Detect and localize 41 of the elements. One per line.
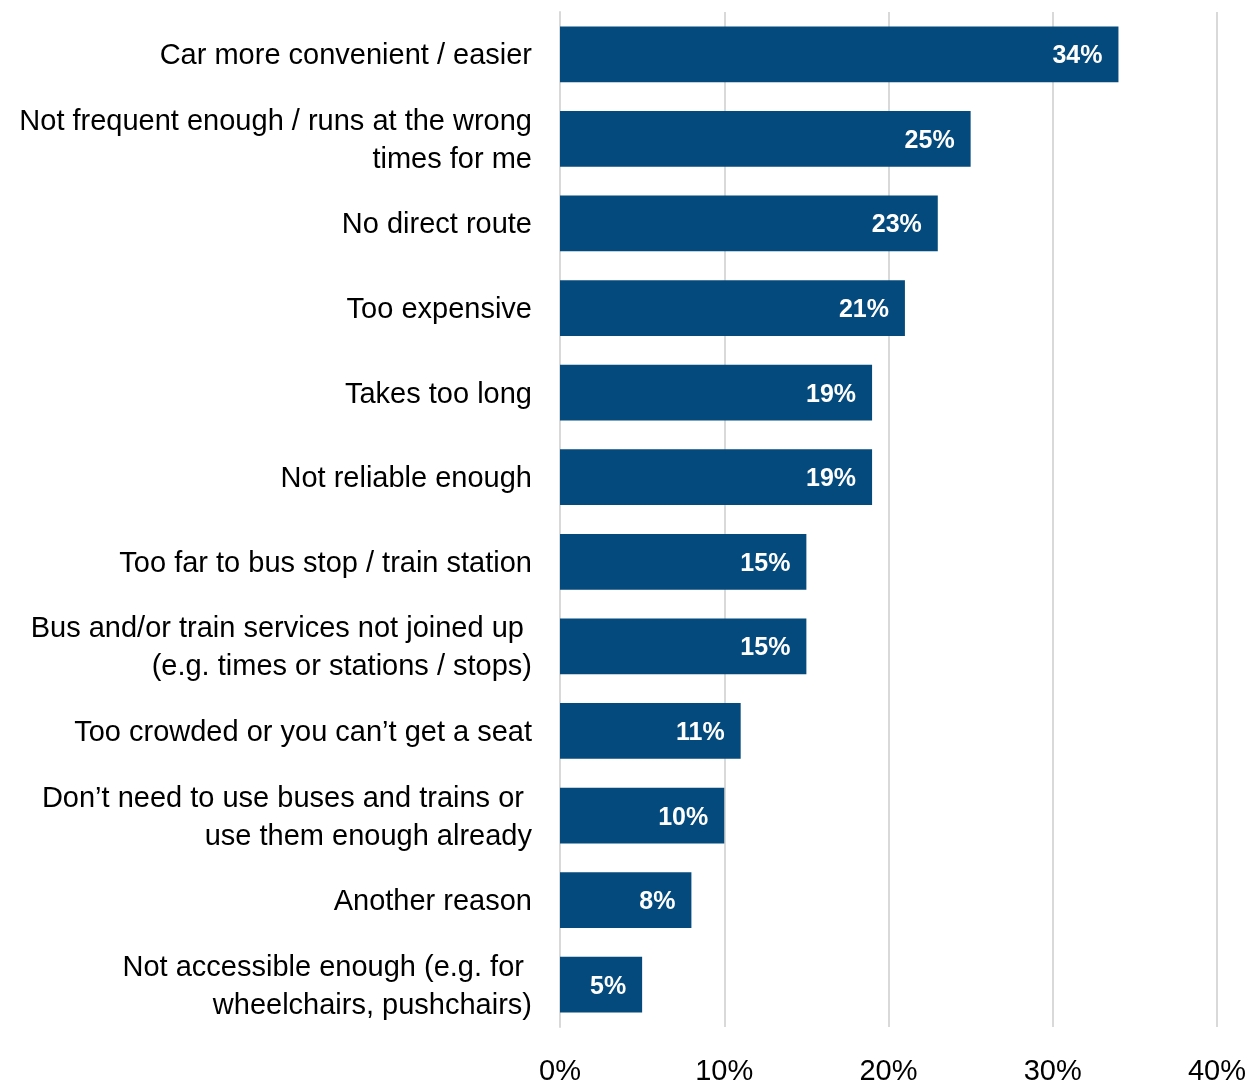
x-tick-label: 10% bbox=[695, 1053, 754, 1084]
y-tick-label: Car more convenient / easier bbox=[159, 38, 533, 71]
y-tick-label: Not accessible enough (e.g. for wheelchairs, pushchairs) bbox=[122, 949, 532, 1020]
text: 25% bbox=[904, 124, 955, 153]
text: 15% bbox=[740, 547, 791, 576]
bar bbox=[560, 280, 905, 336]
y-tick-label: Too expensive bbox=[346, 292, 532, 325]
y-tick-label: Too crowded or you can’t get a seat bbox=[74, 714, 532, 747]
text: 19% bbox=[806, 463, 857, 492]
bar bbox=[560, 110, 971, 167]
text: 5% bbox=[589, 970, 627, 999]
y-tick-label: Too far to bus stop / train station bbox=[119, 545, 532, 578]
bar bbox=[560, 195, 938, 252]
bar bbox=[560, 26, 1119, 83]
y-tick-label: Takes too long bbox=[344, 376, 532, 409]
bar bbox=[560, 872, 692, 929]
text: 15% bbox=[740, 632, 791, 661]
x-tick-label: 30% bbox=[1023, 1053, 1082, 1084]
bar bbox=[560, 618, 807, 675]
text: 11% bbox=[676, 716, 725, 745]
y-tick-label: Don’t need to use buses and trains or use them enough already bbox=[41, 780, 533, 851]
bar bbox=[560, 956, 643, 1013]
text: 19% bbox=[806, 378, 857, 407]
bar bbox=[560, 364, 873, 421]
bar bbox=[560, 533, 807, 590]
text: 8% bbox=[639, 886, 676, 915]
x-tick-label: 20% bbox=[859, 1053, 918, 1084]
y-tick-label: Another reason bbox=[333, 884, 532, 917]
y-tick-label: Bus and/or train services not joined up (e.g. times or stations / stops) bbox=[30, 611, 532, 682]
text: 23% bbox=[871, 209, 922, 238]
y-tick-label: No direct route bbox=[341, 207, 532, 240]
y-tick-label: Not frequent enough / runs at the wrong times for me bbox=[19, 103, 532, 174]
text: 21% bbox=[838, 294, 889, 323]
bar bbox=[560, 787, 725, 844]
text: 34% bbox=[1052, 40, 1103, 69]
y-tick-label: Not reliable enough bbox=[280, 461, 532, 494]
x-tick-label: 0% bbox=[539, 1053, 581, 1084]
x-tick-label: 40% bbox=[1187, 1053, 1247, 1084]
bar bbox=[560, 449, 873, 506]
text: 10% bbox=[658, 801, 709, 830]
bar bbox=[560, 703, 741, 759]
